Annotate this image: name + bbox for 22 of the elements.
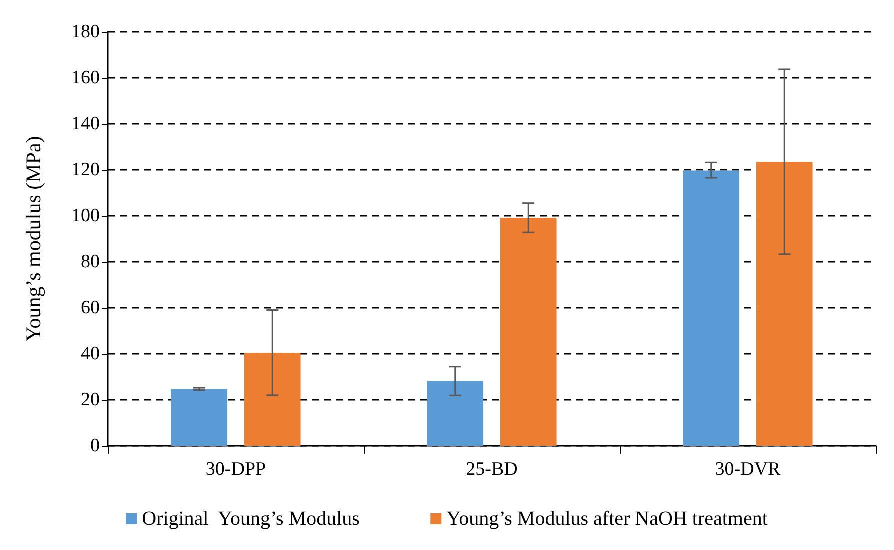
y-axis-title: Young’s modulus (MPa) bbox=[22, 136, 46, 342]
x-tick-label: 25-BD bbox=[466, 459, 518, 480]
legend-label: Young’s Modulus after NaOH treatment bbox=[446, 508, 768, 530]
y-tick-label: 120 bbox=[72, 160, 100, 180]
bar bbox=[244, 353, 301, 446]
y-tick-label: 80 bbox=[81, 252, 100, 272]
y-tick-label: 60 bbox=[81, 298, 100, 318]
bar bbox=[683, 170, 740, 446]
bar bbox=[427, 381, 484, 446]
y-tick-label: 160 bbox=[72, 68, 100, 88]
y-tick-label: 40 bbox=[81, 344, 100, 364]
y-tick-label: 0 bbox=[90, 436, 100, 456]
bar bbox=[756, 162, 813, 446]
bar bbox=[500, 218, 557, 446]
bar bbox=[171, 389, 228, 446]
y-tick-label: 20 bbox=[81, 390, 100, 410]
y-tick-label: 180 bbox=[72, 22, 100, 42]
y-tick-label: 100 bbox=[72, 206, 100, 226]
x-tick-label: 30-DVR bbox=[715, 459, 782, 480]
x-tick-label: 30-DPP bbox=[206, 459, 266, 480]
y-tick-label: 140 bbox=[72, 114, 100, 134]
legend-label: Original Young’s Modulus bbox=[142, 508, 360, 530]
